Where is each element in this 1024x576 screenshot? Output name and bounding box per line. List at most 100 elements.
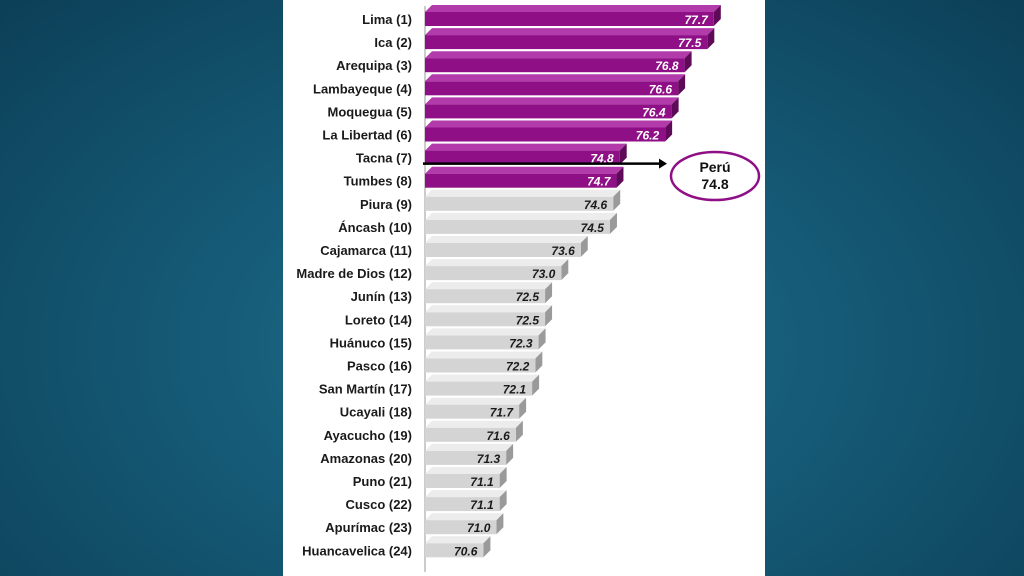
bar <box>425 335 539 350</box>
bar <box>425 404 520 419</box>
reference-arrow-head <box>659 158 667 169</box>
bar <box>425 104 672 119</box>
value-label: 72.3 <box>509 336 533 350</box>
category-label: Cajamarca (11) <box>320 243 412 258</box>
reference-name: Perú <box>699 159 730 175</box>
bar <box>425 196 614 211</box>
bar-top-face <box>425 259 569 267</box>
bar-top-face <box>425 74 686 82</box>
category-label: Junín (13) <box>351 289 412 304</box>
bar-side-face <box>707 28 715 50</box>
bar-side-face <box>483 536 491 558</box>
bar-top-face <box>425 120 673 128</box>
bar-side-face <box>609 212 617 234</box>
reference-value: 74.8 <box>701 176 728 192</box>
bar-side-face <box>684 51 692 73</box>
bar <box>425 173 617 188</box>
bar-side-face <box>535 351 543 373</box>
category-label: Loreto (14) <box>345 312 412 327</box>
category-label: Tumbes (8) <box>344 174 412 189</box>
bar-top-face <box>425 490 507 498</box>
bar-side-face <box>613 189 621 211</box>
bar-side-face <box>496 513 504 535</box>
category-label: San Martín (17) <box>319 382 412 397</box>
bar-top-face <box>425 236 588 243</box>
bar-top-face <box>425 282 553 290</box>
bar <box>425 81 679 96</box>
bar <box>425 543 484 558</box>
bar <box>425 127 666 142</box>
category-label: Madre de Dios (12) <box>296 266 412 281</box>
bar <box>425 150 620 165</box>
bar-side-face <box>532 374 540 396</box>
bar <box>425 243 581 257</box>
value-label: 71.1 <box>470 475 494 489</box>
bar-top-face <box>425 467 507 474</box>
bar <box>425 312 546 327</box>
bar-side-face <box>538 328 546 350</box>
value-label: 76.4 <box>642 105 666 119</box>
category-label: Lima (1) <box>362 12 412 27</box>
bar-top-face <box>425 443 514 451</box>
bar-side-face <box>619 143 627 165</box>
bar <box>425 497 500 512</box>
bar-side-face <box>545 305 553 327</box>
value-label: 76.8 <box>655 59 679 73</box>
bar <box>425 219 610 234</box>
bar <box>425 35 708 50</box>
value-label: 77.7 <box>684 13 709 27</box>
category-label: Ucayali (18) <box>340 405 412 420</box>
category-label: Huánuco (15) <box>330 335 412 350</box>
bar-side-face <box>515 420 523 442</box>
category-label: Pasco (16) <box>347 359 412 374</box>
bar-top-face <box>425 351 543 359</box>
chart-panel: Lima (1) 77.7 Ica (2) 77.5 Arequipa (3) 76.8 L… <box>283 0 765 576</box>
value-label: 71.0 <box>467 521 491 535</box>
bar <box>425 381 533 396</box>
bar-side-face <box>545 282 553 304</box>
value-label: 71.1 <box>470 498 494 512</box>
value-label: 72.2 <box>506 360 530 374</box>
value-label: 77.5 <box>678 36 702 50</box>
value-label: 74.7 <box>587 175 612 189</box>
bar-side-face <box>499 490 507 512</box>
bar-top-face <box>425 397 527 405</box>
bar-side-face <box>665 120 673 142</box>
value-label: 71.7 <box>490 406 515 420</box>
bar-side-face <box>506 443 514 465</box>
bar <box>425 427 516 442</box>
category-label: Ayacucho (19) <box>324 428 412 443</box>
bar-side-face <box>616 166 624 188</box>
bar-top-face <box>425 328 546 336</box>
value-label: 74.5 <box>581 221 605 235</box>
value-label: 72.5 <box>516 313 540 327</box>
bar-side-face <box>499 467 507 488</box>
bar-top-face <box>425 51 692 59</box>
value-label: 70.6 <box>454 544 478 558</box>
value-label: 76.6 <box>649 82 673 96</box>
bar-side-face <box>519 397 527 419</box>
bar-top-face <box>425 28 715 36</box>
value-label: 71.3 <box>477 452 501 466</box>
bar-top-face <box>425 189 621 197</box>
category-label: Ica (2) <box>374 35 412 50</box>
category-label: Apurímac (23) <box>325 520 412 535</box>
value-label: 73.0 <box>532 267 556 281</box>
category-label: Moquegua (5) <box>328 104 413 119</box>
category-label: La Libertad (6) <box>322 128 412 143</box>
bar-top-face <box>425 97 679 105</box>
bar-chart: Lima (1) 77.7 Ica (2) 77.5 Arequipa (3) 76.8 L… <box>296 5 761 572</box>
bar-side-face <box>678 74 686 96</box>
bar-top-face <box>425 420 523 428</box>
bar-top-face <box>425 305 553 313</box>
bar-top-face <box>425 374 540 382</box>
bar <box>425 289 546 304</box>
bar <box>425 520 497 535</box>
bar-top-face <box>425 513 504 521</box>
category-label: Lambayeque (4) <box>313 81 412 96</box>
bar-side-face <box>580 236 588 257</box>
bar <box>425 474 500 488</box>
bar-side-face <box>671 97 679 119</box>
bar-top-face <box>425 212 617 220</box>
category-label: Amazonas (20) <box>320 451 412 466</box>
